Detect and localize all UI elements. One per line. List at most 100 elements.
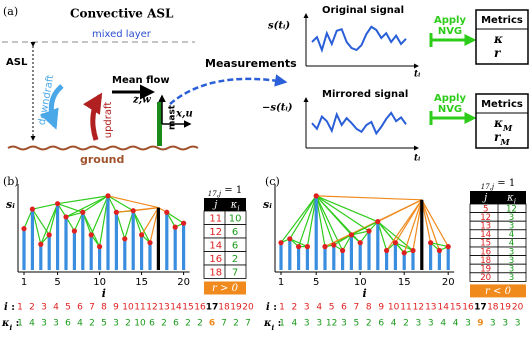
- degree-value: 3: [490, 319, 496, 329]
- metric: κ: [493, 32, 503, 46]
- index-value: 1: [279, 303, 285, 313]
- bar: [30, 209, 34, 270]
- degree-value: 3: [416, 319, 422, 329]
- degree-value: 1: [17, 319, 23, 329]
- index-value: 9: [378, 303, 384, 313]
- row-label: κi :: [1, 318, 19, 332]
- bar: [297, 246, 301, 270]
- degree-value: 3: [113, 319, 119, 329]
- index-value: 10: [388, 303, 400, 313]
- index-value: 19: [499, 303, 511, 313]
- metric: rM: [494, 130, 510, 147]
- degree-value: 3: [515, 319, 521, 329]
- edge: [132, 210, 151, 243]
- index-value: 3: [41, 303, 47, 313]
- suffix: :: [274, 318, 281, 329]
- table-header: j: [212, 199, 217, 210]
- table-footer: r > 0: [212, 283, 239, 294]
- table-title: 17,j = 1: [208, 185, 242, 199]
- degree-value: 3: [41, 319, 47, 329]
- table-cell: 2: [232, 254, 238, 265]
- edge: [141, 207, 159, 236]
- signal-line: [311, 25, 407, 54]
- x-axis-label: i: [102, 287, 106, 300]
- symbol: κ: [506, 192, 514, 203]
- index-value: 2: [292, 303, 298, 313]
- bar: [123, 238, 127, 270]
- bar-dot: [29, 206, 35, 212]
- symbol: j: [212, 199, 217, 210]
- bar: [106, 195, 110, 270]
- bar: [114, 212, 118, 270]
- degree-value: 3: [316, 319, 322, 329]
- bar: [279, 242, 283, 270]
- suffix: = 1: [494, 178, 515, 189]
- bar-dot: [55, 201, 61, 207]
- subscript: 17,j: [481, 183, 495, 191]
- bar: [140, 234, 144, 270]
- x-tick-label: 10: [93, 277, 106, 288]
- index-value: 6: [341, 303, 347, 313]
- degree-value: 2: [89, 319, 95, 329]
- table-cell: 12: [506, 204, 517, 214]
- edge: [315, 195, 370, 232]
- bar-dot: [384, 247, 390, 254]
- bar: [131, 210, 135, 270]
- symbol: r: [494, 130, 502, 144]
- mirrored-x-label: tᵢ: [414, 154, 420, 164]
- subscript: j: [512, 198, 517, 206]
- index-value: 19: [230, 303, 242, 313]
- apply-label: Apply: [434, 93, 466, 104]
- index-value: 6: [77, 303, 83, 313]
- symbol: κ: [493, 116, 503, 130]
- metric: r: [494, 46, 502, 60]
- mean-flow-label: Mean flow: [112, 75, 170, 86]
- bar-dot: [348, 232, 354, 238]
- bar: [402, 252, 406, 270]
- bar-dot: [428, 240, 434, 246]
- index-value: 14: [170, 303, 182, 313]
- index-value: 5: [329, 303, 335, 313]
- index-value: 4: [316, 303, 322, 313]
- bar-dot: [331, 242, 337, 248]
- table-cell: 16: [209, 254, 222, 265]
- index-value: 16: [462, 303, 474, 313]
- table-cell: 3: [509, 256, 514, 266]
- bar: [81, 212, 85, 270]
- degree-value: 3: [304, 319, 310, 329]
- table-cell: 12: [209, 227, 222, 238]
- bar: [182, 223, 186, 270]
- edge: [351, 221, 379, 236]
- edge: [403, 199, 423, 254]
- bar-dot: [366, 228, 372, 234]
- symbol: i: [266, 302, 270, 313]
- apply-label: Apply: [434, 15, 466, 26]
- metrics-box: [475, 93, 529, 149]
- index-value: 8: [366, 303, 372, 313]
- metrics-title: Metrics: [481, 15, 523, 26]
- bar: [47, 234, 51, 270]
- bar: [349, 234, 353, 270]
- table-cell: 3: [509, 213, 514, 223]
- bar-dot: [357, 240, 363, 246]
- x-tick-label: 1: [21, 277, 27, 288]
- edge: [82, 212, 101, 247]
- row-label: κi :: [263, 318, 281, 332]
- table-cell: 4: [509, 239, 514, 249]
- bar: [411, 250, 415, 270]
- degree-value: 5: [354, 319, 360, 329]
- subscript: i: [10, 323, 13, 332]
- table-cell: 12: [480, 213, 491, 223]
- original-title: Original signal: [322, 5, 404, 16]
- edge: [90, 195, 109, 236]
- subscript: 17,j: [208, 190, 222, 198]
- bar: [314, 195, 318, 270]
- symbol: κ: [1, 318, 10, 329]
- mirrored-title: Mirrored signal: [322, 89, 408, 100]
- table-cell: 6: [232, 240, 238, 251]
- mast-label: mast: [168, 104, 178, 130]
- index-value: 15: [182, 303, 193, 313]
- table-cell: 15: [480, 239, 491, 249]
- index-value: 4: [53, 303, 59, 313]
